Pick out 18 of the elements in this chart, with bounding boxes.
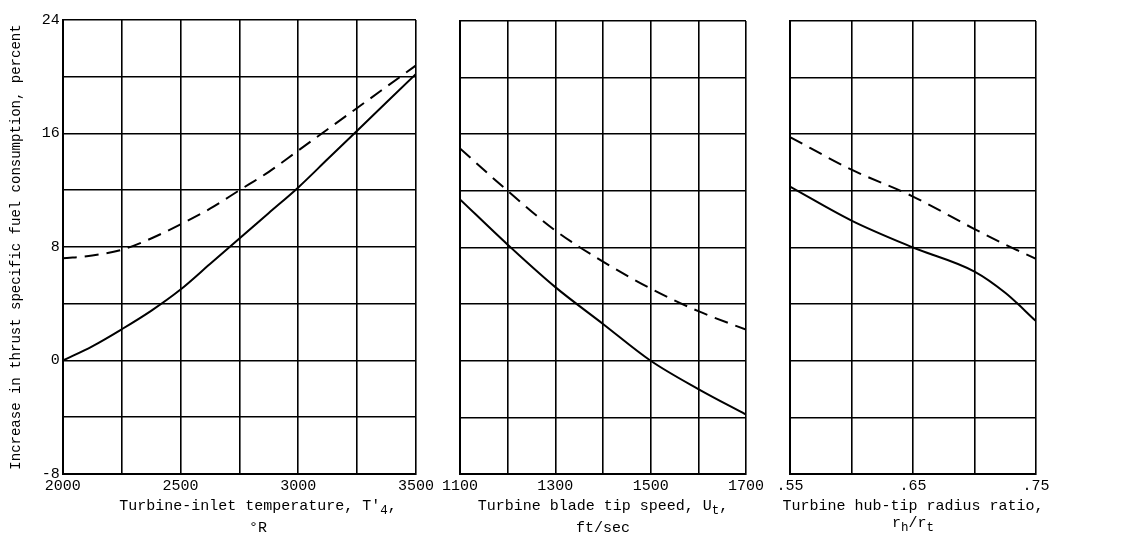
x-tick-label: .75 — [1022, 477, 1050, 495]
x-axis-title: Turbine hub-tip radius ratio, r$_{h}$/r$_{t}$ — [781, 498, 1045, 537]
x-tick-label: 3000 — [280, 477, 317, 495]
x-tick-label: 3500 — [397, 477, 435, 495]
x-tick-label: 1100 — [441, 477, 479, 495]
x-tick-label: .65 — [899, 477, 927, 495]
text: Turbine-inlet temperature, T′$_{4}$, °R — [119, 498, 397, 537]
y-axis-title: Increase in thrust specific fuel consumption, percent — [8, 24, 25, 470]
text: Turbine blade tip speed, U$_{t}$, ft/sec — [477, 498, 729, 537]
x-tick-label: 1500 — [632, 477, 669, 495]
y-tick-label: 0 — [50, 352, 60, 370]
x-tick-label: 2500 — [162, 477, 199, 495]
x-tick-label: 1300 — [537, 477, 574, 495]
x-tick-label: 1700 — [727, 477, 765, 495]
y-tick-label: 24 — [41, 11, 60, 29]
y-tick-label: 16 — [41, 125, 60, 143]
y-tick-label: 8 — [50, 238, 60, 256]
x-tick-label: .55 — [776, 477, 804, 495]
